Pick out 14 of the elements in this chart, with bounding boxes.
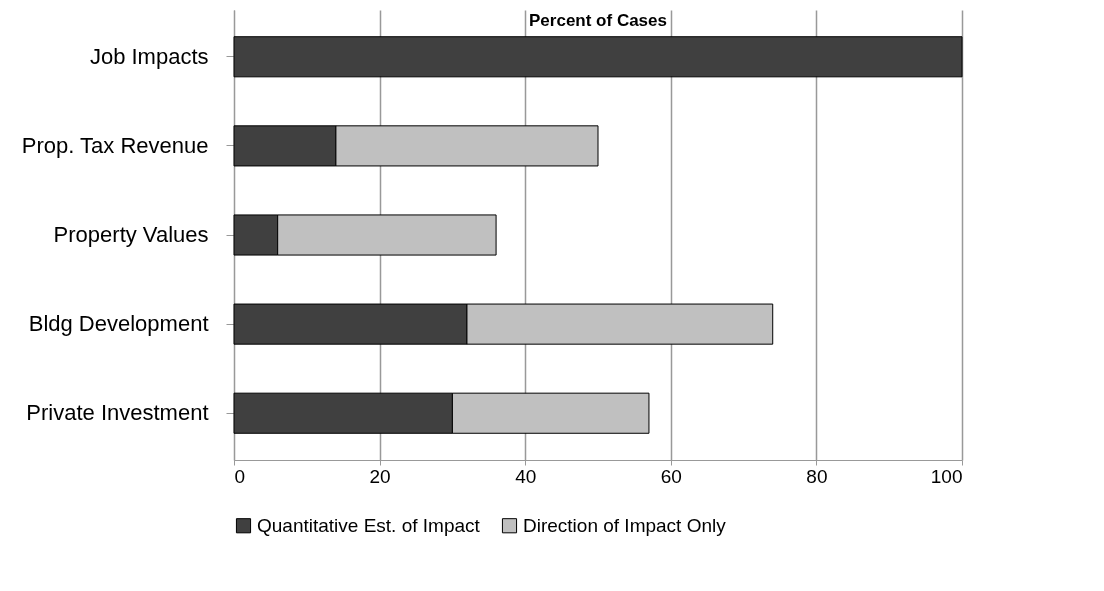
y-tick-label: Job Impacts: [89, 43, 209, 69]
y-tick-label: Prop. Tax Revenue: [21, 132, 209, 158]
x-tick-label: 80: [806, 465, 828, 487]
y-tick-label: Private Investment: [26, 400, 209, 426]
x-tick-label: 60: [660, 465, 682, 487]
chart-title: Percent of Cases: [529, 11, 667, 30]
legend-label: Quantitative Est. of Impact: [257, 514, 481, 536]
y-tick-label: Property Values: [53, 222, 209, 247]
legend-label: Direction of Impact Only: [523, 514, 727, 536]
x-tick-label: 40: [515, 465, 537, 487]
x-tick-label: 100: [930, 465, 963, 487]
y-tick-label: Bldg Development: [28, 311, 209, 337]
x-tick-label: 20: [369, 465, 391, 487]
x-tick-label: 0: [234, 465, 246, 487]
